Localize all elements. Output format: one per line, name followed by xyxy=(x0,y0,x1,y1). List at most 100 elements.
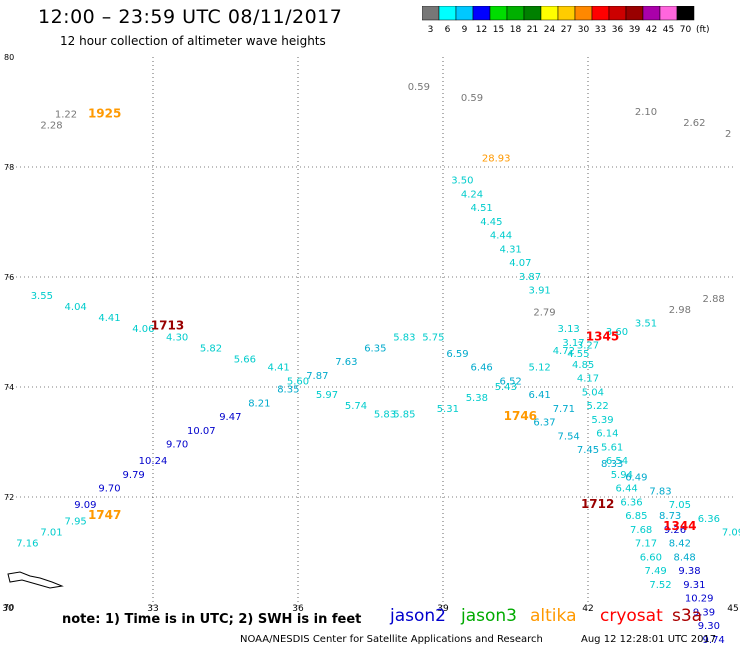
wave-height-value: 6.36 xyxy=(620,497,642,508)
wave-height-value: 4.41 xyxy=(268,363,290,374)
y-tick-label: 70 xyxy=(4,603,14,612)
wave-height-value: 6.37 xyxy=(533,418,555,429)
legend-note: note: 1) Time is in UTC; 2) SWH is in fe… xyxy=(62,612,362,627)
wave-height-value: 7.63 xyxy=(335,357,357,368)
colorbar-label: 45 xyxy=(663,25,674,35)
colorbar-label: 33 xyxy=(595,25,606,35)
pass-time-label: 1746 xyxy=(504,409,537,423)
wave-height-value: 3.50 xyxy=(451,176,473,187)
wave-height-value: 1.22 xyxy=(55,110,77,121)
wave-height-value: 7.54 xyxy=(558,431,580,442)
wave-height-value: 5.43 xyxy=(495,382,517,393)
wave-height-value: 5.60 xyxy=(287,376,309,387)
colorbar-label: 21 xyxy=(527,25,538,35)
pass-time-label: 1345 xyxy=(586,329,619,343)
wave-height-value: 5.38 xyxy=(466,393,488,404)
wave-height-value: 7.09 xyxy=(722,528,740,539)
pass-time-label: 1713 xyxy=(151,318,184,332)
wave-height-value: 3.87 xyxy=(519,272,541,283)
wave-height-value: 3.60 xyxy=(606,327,628,338)
colorbar-label: 24 xyxy=(544,25,556,35)
wave-height-value: 4.31 xyxy=(500,244,522,255)
colorbar-label: 3 xyxy=(428,25,434,35)
wave-height-value: 6.36 xyxy=(698,514,720,525)
wave-height-value: 5.82 xyxy=(200,343,222,354)
colorbar: 3 6 9 12 15 18 21 24 27 30 33 36 39 42 45 70 (ft) xyxy=(422,6,710,35)
wave-height-value: 8.48 xyxy=(674,552,696,563)
wave-height-value: 7.87 xyxy=(306,371,328,382)
pass-time-label: 1344 xyxy=(663,519,696,533)
coastline xyxy=(7,571,64,589)
pass-time-label: 1747 xyxy=(88,508,121,522)
wave-height-value: 8.33 xyxy=(601,459,623,470)
colorbar-label: 27 xyxy=(561,25,572,35)
wave-height-value: 4.06 xyxy=(132,324,154,335)
wave-height-value: 4.44 xyxy=(490,231,512,242)
wave-height-value: 9.26 xyxy=(664,525,686,536)
x-tick-label: 33 xyxy=(147,604,158,614)
wave-height-value: 10.29 xyxy=(685,594,714,605)
wave-height-value: 9.31 xyxy=(683,580,705,591)
colorbar-label: 9 xyxy=(462,25,468,35)
colorbar-label: 30 xyxy=(578,25,590,35)
wave-height-value: 0.59 xyxy=(408,82,430,93)
wave-height-value: 8.73 xyxy=(659,511,681,522)
wave-height-value: 3.17 xyxy=(562,338,584,349)
wave-height-value: 4.30 xyxy=(166,332,188,343)
colorbar-label: 39 xyxy=(629,25,641,35)
pass-time-label: 1925 xyxy=(88,107,121,121)
x-tick-label: 39 xyxy=(437,604,449,614)
colorbar-swatch xyxy=(676,6,695,21)
wave-height-value: 4.24 xyxy=(461,189,483,200)
wave-height-value: 28.93 xyxy=(482,154,511,165)
wave-height-value: 9.79 xyxy=(123,470,145,481)
y-tick-label: 78 xyxy=(4,163,14,172)
wave-height-value: 7.71 xyxy=(553,404,575,415)
colorbar-label: 6 xyxy=(445,25,451,35)
wave-height-value: 7.95 xyxy=(65,517,87,528)
wave-height-value: 7.68 xyxy=(630,525,652,536)
wave-height-value: 10.24 xyxy=(139,456,168,467)
y-tick-label: 74 xyxy=(4,383,14,392)
wave-height-value: 9.47 xyxy=(219,412,241,423)
wave-height-value: 7.52 xyxy=(649,580,671,591)
wave-height-value: 5.83 xyxy=(393,332,415,343)
wave-height-value: 3.55 xyxy=(31,291,53,302)
wave-height-value: 5.74 xyxy=(345,401,367,412)
wave-height-value: 7.01 xyxy=(40,528,62,539)
wave-height-value: 5.97 xyxy=(316,390,338,401)
x-tick-label: 42 xyxy=(582,604,593,614)
wave-height-value: 7.49 xyxy=(645,566,667,577)
wave-height-value: 5.04 xyxy=(582,387,604,398)
colorbar-label: 12 xyxy=(476,25,487,35)
wave-height-value: 2.28 xyxy=(40,121,62,132)
footer-timestamp: Aug 12 12:28:01 UTC 2017 xyxy=(581,634,717,645)
wave-height-value: 5.75 xyxy=(422,332,444,343)
colorbar-label: 36 xyxy=(612,25,624,35)
wave-height-value: 2.10 xyxy=(635,107,657,118)
wave-height-value: 8.42 xyxy=(669,539,691,550)
legend-cryosat: cryosat xyxy=(600,606,663,626)
wave-height-value: 4.51 xyxy=(471,203,493,214)
x-tick-label: 45 xyxy=(727,604,738,614)
wave-height-value: 6.44 xyxy=(616,484,638,495)
wave-height-value: 0.59 xyxy=(461,93,483,104)
y-tick-label: 72 xyxy=(4,493,14,502)
wave-height-value: 4.41 xyxy=(98,313,120,324)
colorbar-label: 42 xyxy=(646,25,657,35)
y-tick-label: 76 xyxy=(4,273,14,282)
wave-height-value: 2.88 xyxy=(703,294,725,305)
wave-height-value: 9.30 xyxy=(698,621,720,632)
wave-height-value: 9.70 xyxy=(166,440,188,451)
wave-height-value: 3.51 xyxy=(635,319,657,330)
wave-height-value: 4.07 xyxy=(509,258,531,269)
legend-s3a: s3a xyxy=(672,606,703,626)
wave-height-value: 6.85 xyxy=(625,511,647,522)
wave-height-value: 6.35 xyxy=(364,343,386,354)
wave-height-value: 9.38 xyxy=(678,566,700,577)
page-title: 12:00 – 23:59 UTC 08/11/2017 xyxy=(38,6,343,28)
wave-height-value: 10.07 xyxy=(187,426,216,437)
colorbar-label: 18 xyxy=(510,25,522,35)
wave-height-value: 7.16 xyxy=(16,539,38,550)
wave-height-value: 5.22 xyxy=(587,401,609,412)
